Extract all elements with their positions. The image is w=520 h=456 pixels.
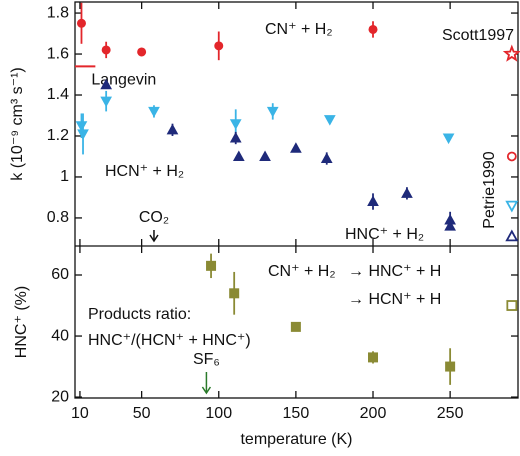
marker: [502, 44, 520, 62]
marker: [323, 115, 336, 126]
marker: [101, 45, 111, 55]
marker: [75, 121, 88, 132]
marker: [444, 220, 456, 231]
y-tick-label: 20: [51, 388, 69, 405]
series-label: HNC⁺ + H₂: [345, 226, 424, 243]
ratio-text: Products ratio:: [88, 306, 191, 323]
marker: [505, 229, 519, 242]
marker: [290, 321, 301, 332]
marker: [367, 195, 379, 207]
marker: [100, 96, 113, 108]
x-tick-label: 200: [360, 405, 387, 422]
marker: [506, 300, 518, 311]
x-axis-title: temperature (K): [240, 431, 352, 448]
reaction: CN⁺ + H₂: [268, 263, 336, 280]
annotation: CO₂: [139, 209, 169, 226]
y-tick-label: 40: [51, 327, 69, 344]
x-tick-label: 150: [283, 405, 310, 422]
reference-label: Scott1997: [442, 27, 514, 44]
annotation: SF₆: [193, 351, 220, 368]
marker: [401, 187, 413, 198]
marker: [506, 151, 517, 162]
marker: [445, 361, 456, 372]
marker: [266, 106, 279, 118]
marker: [77, 129, 89, 140]
y-axis-title: k (10⁻⁹ cm³ s⁻¹): [9, 67, 26, 181]
marker: [290, 142, 302, 153]
marker: [76, 18, 86, 28]
marker: [100, 78, 113, 90]
y-tick-label: 1.6: [47, 45, 69, 62]
y-tick-label: 1.8: [47, 4, 69, 21]
x-tick-label: 100: [205, 405, 232, 422]
y-tick-label: 1.4: [47, 86, 69, 103]
y-tick-label: 0.8: [47, 209, 69, 226]
marker: [148, 106, 160, 118]
marker: [320, 152, 333, 164]
marker: [206, 260, 217, 271]
y-axis-title: HNC⁺ (%): [13, 286, 30, 358]
x-tick-label: 250: [437, 405, 464, 422]
marker: [368, 352, 379, 363]
y-tick-label: 1: [60, 168, 69, 185]
x-tick-label: 10: [71, 405, 89, 422]
marker: [232, 150, 245, 161]
series-label: CN⁺ + H₂: [265, 21, 333, 38]
reaction: → HCN⁺ + H: [348, 291, 441, 308]
y-tick-label: 1.2: [47, 127, 69, 144]
marker: [442, 133, 455, 145]
marker: [505, 200, 519, 213]
marker: [137, 47, 147, 57]
marker: [368, 24, 378, 34]
reference-label: Langevin: [91, 72, 156, 89]
y-tick-label: 60: [51, 266, 69, 283]
marker: [229, 119, 242, 130]
marker: [214, 41, 224, 51]
marker: [229, 288, 240, 299]
reference-label: Petrie1990: [481, 151, 498, 228]
ratio-text: HNC⁺/(HCN⁺ + HNC⁺): [88, 332, 251, 349]
series-label: HCN⁺ + H₂: [105, 163, 184, 180]
arrow-head: [149, 234, 159, 243]
reaction: → HNC⁺ + H: [348, 263, 441, 280]
x-tick-label: 50: [133, 405, 151, 422]
marker: [229, 132, 242, 143]
arrow-head: [201, 386, 212, 395]
marker: [166, 123, 179, 135]
marker: [259, 150, 271, 161]
